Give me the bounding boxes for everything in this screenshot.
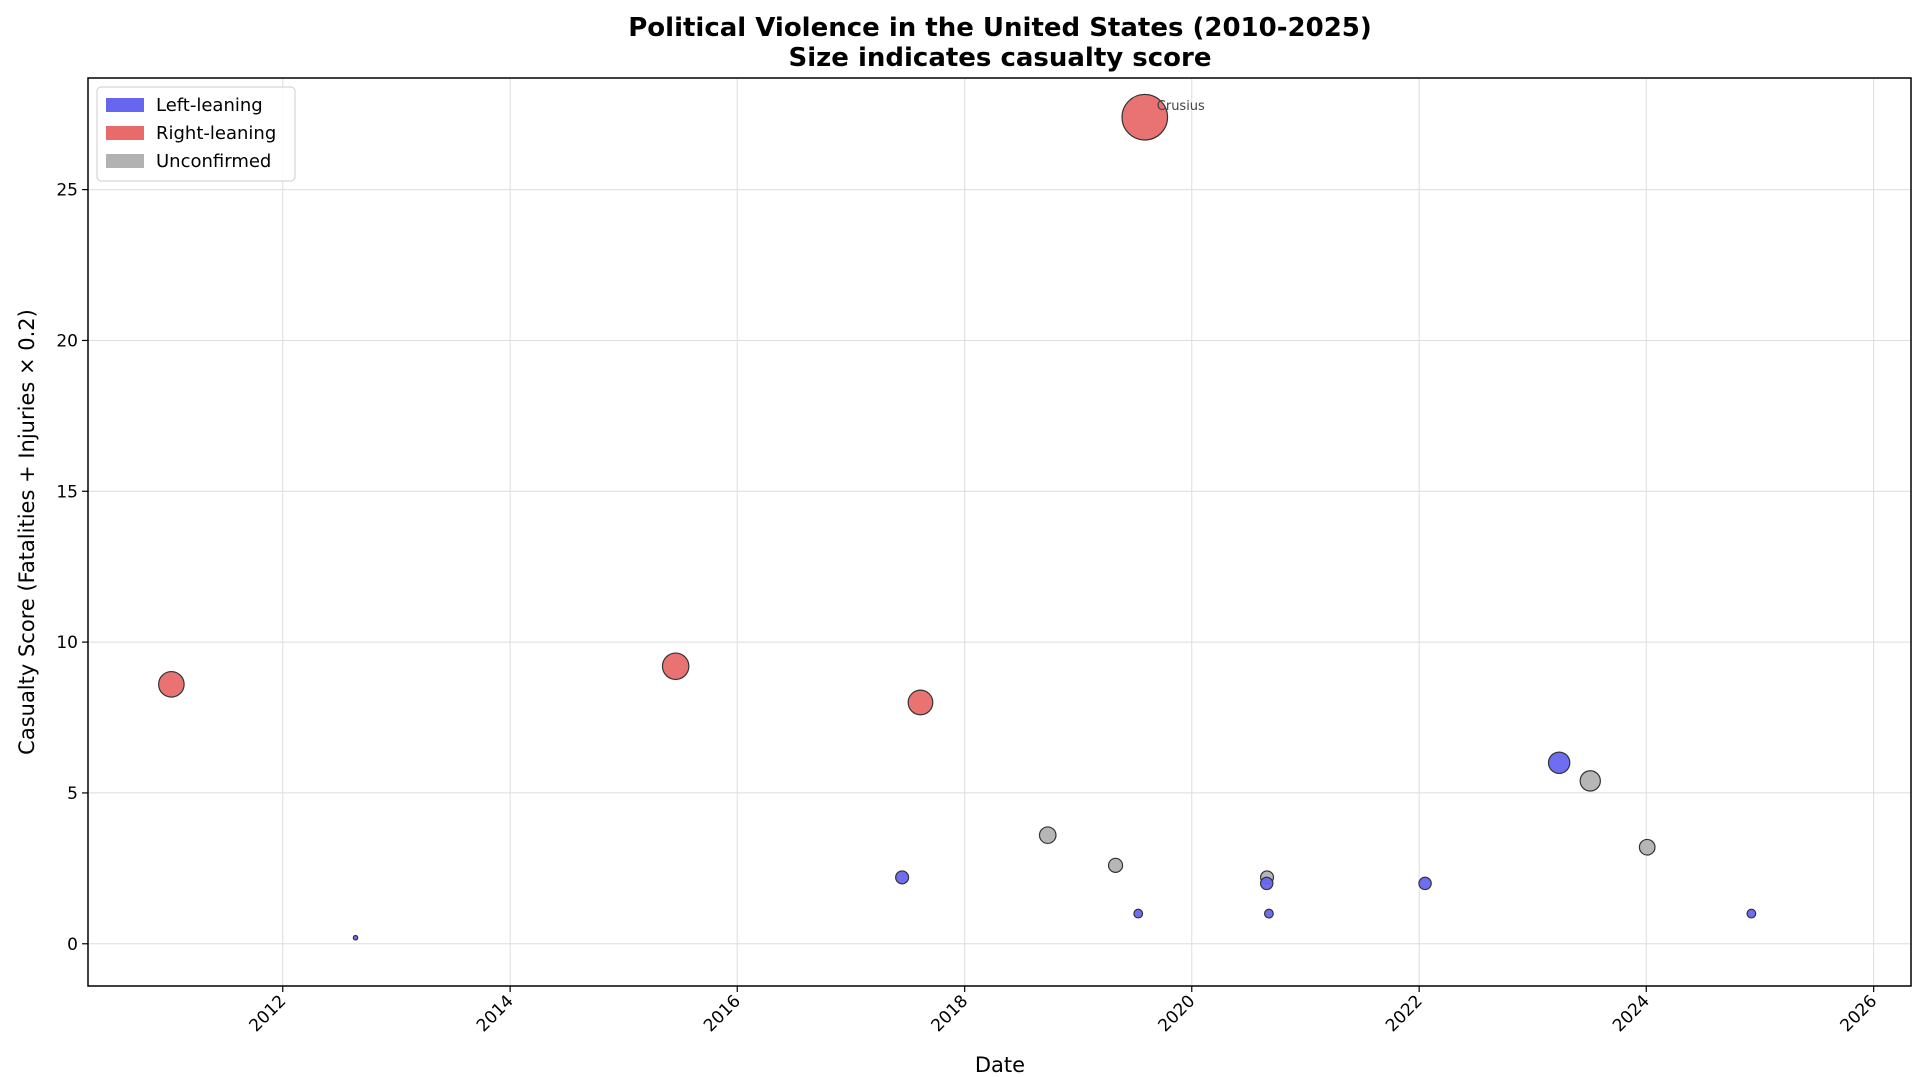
data-point-right (158, 670, 185, 698)
y-tick-label: 0 (67, 935, 78, 955)
chart-subtitle: Size indicates casualty score (789, 43, 1212, 73)
data-point-left (895, 870, 910, 885)
data-point-left (1259, 876, 1274, 891)
y-axis-label: Casualty Score (Fatalities + Injuries × … (15, 309, 39, 755)
legend-swatch-unconfirmed (106, 154, 144, 168)
y-tick-label: 25 (56, 181, 78, 201)
annotations: Crusius (1157, 99, 1205, 114)
data-points (158, 93, 1757, 941)
point-annotation: Crusius (1157, 99, 1205, 114)
y-axis-ticks: 0 5 10 15 20 25 (56, 181, 88, 955)
x-axis-label: Date (975, 1053, 1025, 1077)
data-point-unconfirmed (1638, 838, 1656, 856)
data-point-left (1746, 908, 1757, 919)
data-point-left (1263, 908, 1274, 919)
legend-box (96, 86, 296, 182)
legend-swatch-left (106, 98, 144, 112)
legend-swatch-right (106, 126, 144, 140)
data-point-left (1418, 876, 1432, 891)
y-tick-label: 5 (67, 784, 78, 804)
data-point-right (661, 652, 690, 681)
y-tick-label: 15 (56, 482, 78, 502)
data-point-right (1121, 93, 1169, 141)
plot-area-frame (87, 77, 1912, 987)
data-point-unconfirmed (1107, 857, 1124, 873)
y-tick-label: 10 (56, 633, 78, 653)
data-point-left (1133, 908, 1144, 919)
data-point-right (907, 689, 934, 716)
legend-label-right: Right-leaning (156, 123, 276, 144)
data-point-unconfirmed (1038, 826, 1057, 845)
legend-label-unconfirmed: Unconfirmed (156, 151, 271, 172)
data-point-left (352, 934, 359, 941)
legend: Left-leaning Right-leaning Unconfirmed (96, 86, 296, 182)
legend-label-left: Left-leaning (156, 95, 263, 116)
grid (88, 78, 1911, 986)
y-tick-label: 20 (56, 331, 78, 351)
chart-title: Political Violence in the United States … (628, 13, 1372, 43)
data-point-unconfirmed (1579, 770, 1601, 792)
data-point-left (1547, 751, 1571, 775)
